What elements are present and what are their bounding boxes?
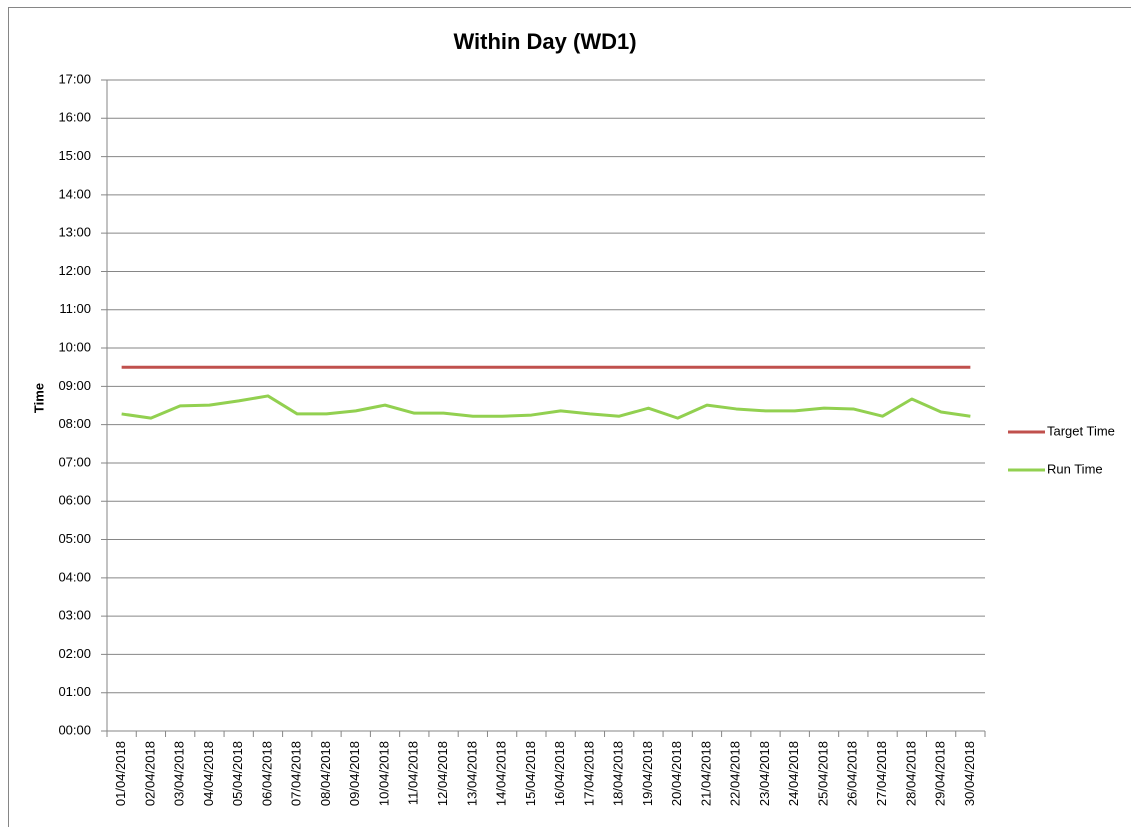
x-tick-label: 04/04/2018 [201,741,216,806]
y-tick-label: 17:00 [58,71,91,86]
x-tick-label: 01/04/2018 [113,741,128,806]
x-tick-label: 11/04/2018 [406,741,421,805]
y-tick-label: 11:00 [59,301,91,316]
x-tick-label: 05/04/2018 [230,741,245,806]
x-tick-label: 30/04/2018 [962,741,977,806]
x-tick-label: 09/04/2018 [347,741,362,806]
y-tick-label: 09:00 [58,378,91,393]
x-tick-label: 06/04/2018 [259,741,274,806]
x-tick-label: 07/04/2018 [289,741,304,806]
y-tick-label: 02:00 [58,646,91,661]
chart-border [8,7,1131,827]
y-tick-label: 10:00 [58,339,91,354]
x-tick-label: 18/04/2018 [611,741,626,806]
y-tick-label: 06:00 [58,493,91,508]
x-tick-label: 23/04/2018 [757,741,772,806]
x-tick-label: 25/04/2018 [815,741,830,806]
x-tick-label: 10/04/2018 [376,741,391,806]
x-tick-label: 29/04/2018 [933,741,948,806]
x-tick-label: 27/04/2018 [874,741,889,806]
x-tick-label: 16/04/2018 [552,741,567,806]
x-tick-label: 08/04/2018 [318,741,333,806]
y-tick-label: 00:00 [58,722,91,737]
y-tick-label: 13:00 [58,225,91,240]
x-tick-label: 20/04/2018 [669,741,684,806]
legend-label: Target Time [1047,423,1115,438]
x-tick-label: 12/04/2018 [435,741,450,806]
y-tick-label: 15:00 [58,148,91,163]
y-tick-label: 05:00 [58,531,91,546]
x-tick-label: 22/04/2018 [728,741,743,806]
legend-label: Run Time [1047,461,1103,476]
x-tick-label: 15/04/2018 [523,741,538,806]
series-line [121,394,971,420]
y-tick-label: 08:00 [58,416,91,431]
x-tick-label: 24/04/2018 [786,741,801,806]
y-tick-label: 07:00 [58,454,91,469]
x-tick-label: 17/04/2018 [581,741,596,806]
y-tick-label: 16:00 [58,110,91,125]
x-tick-label: 03/04/2018 [172,741,187,806]
y-tick-label: 12:00 [58,263,91,278]
x-tick-label: 19/04/2018 [640,741,655,806]
x-tick-label: 28/04/2018 [903,741,918,806]
y-axis-title: Time [31,383,46,413]
y-tick-label: 01:00 [58,684,91,699]
y-tick-label: 03:00 [58,608,91,623]
x-tick-label: 21/04/2018 [698,741,713,806]
x-tick-label: 13/04/2018 [464,741,479,806]
x-tick-label: 02/04/2018 [142,741,157,806]
x-tick-label: 26/04/2018 [845,741,860,806]
y-tick-label: 14:00 [58,186,91,201]
chart-title: Within Day (WD1) [453,29,636,54]
x-tick-label: 14/04/2018 [494,741,509,806]
y-tick-label: 04:00 [58,569,91,584]
